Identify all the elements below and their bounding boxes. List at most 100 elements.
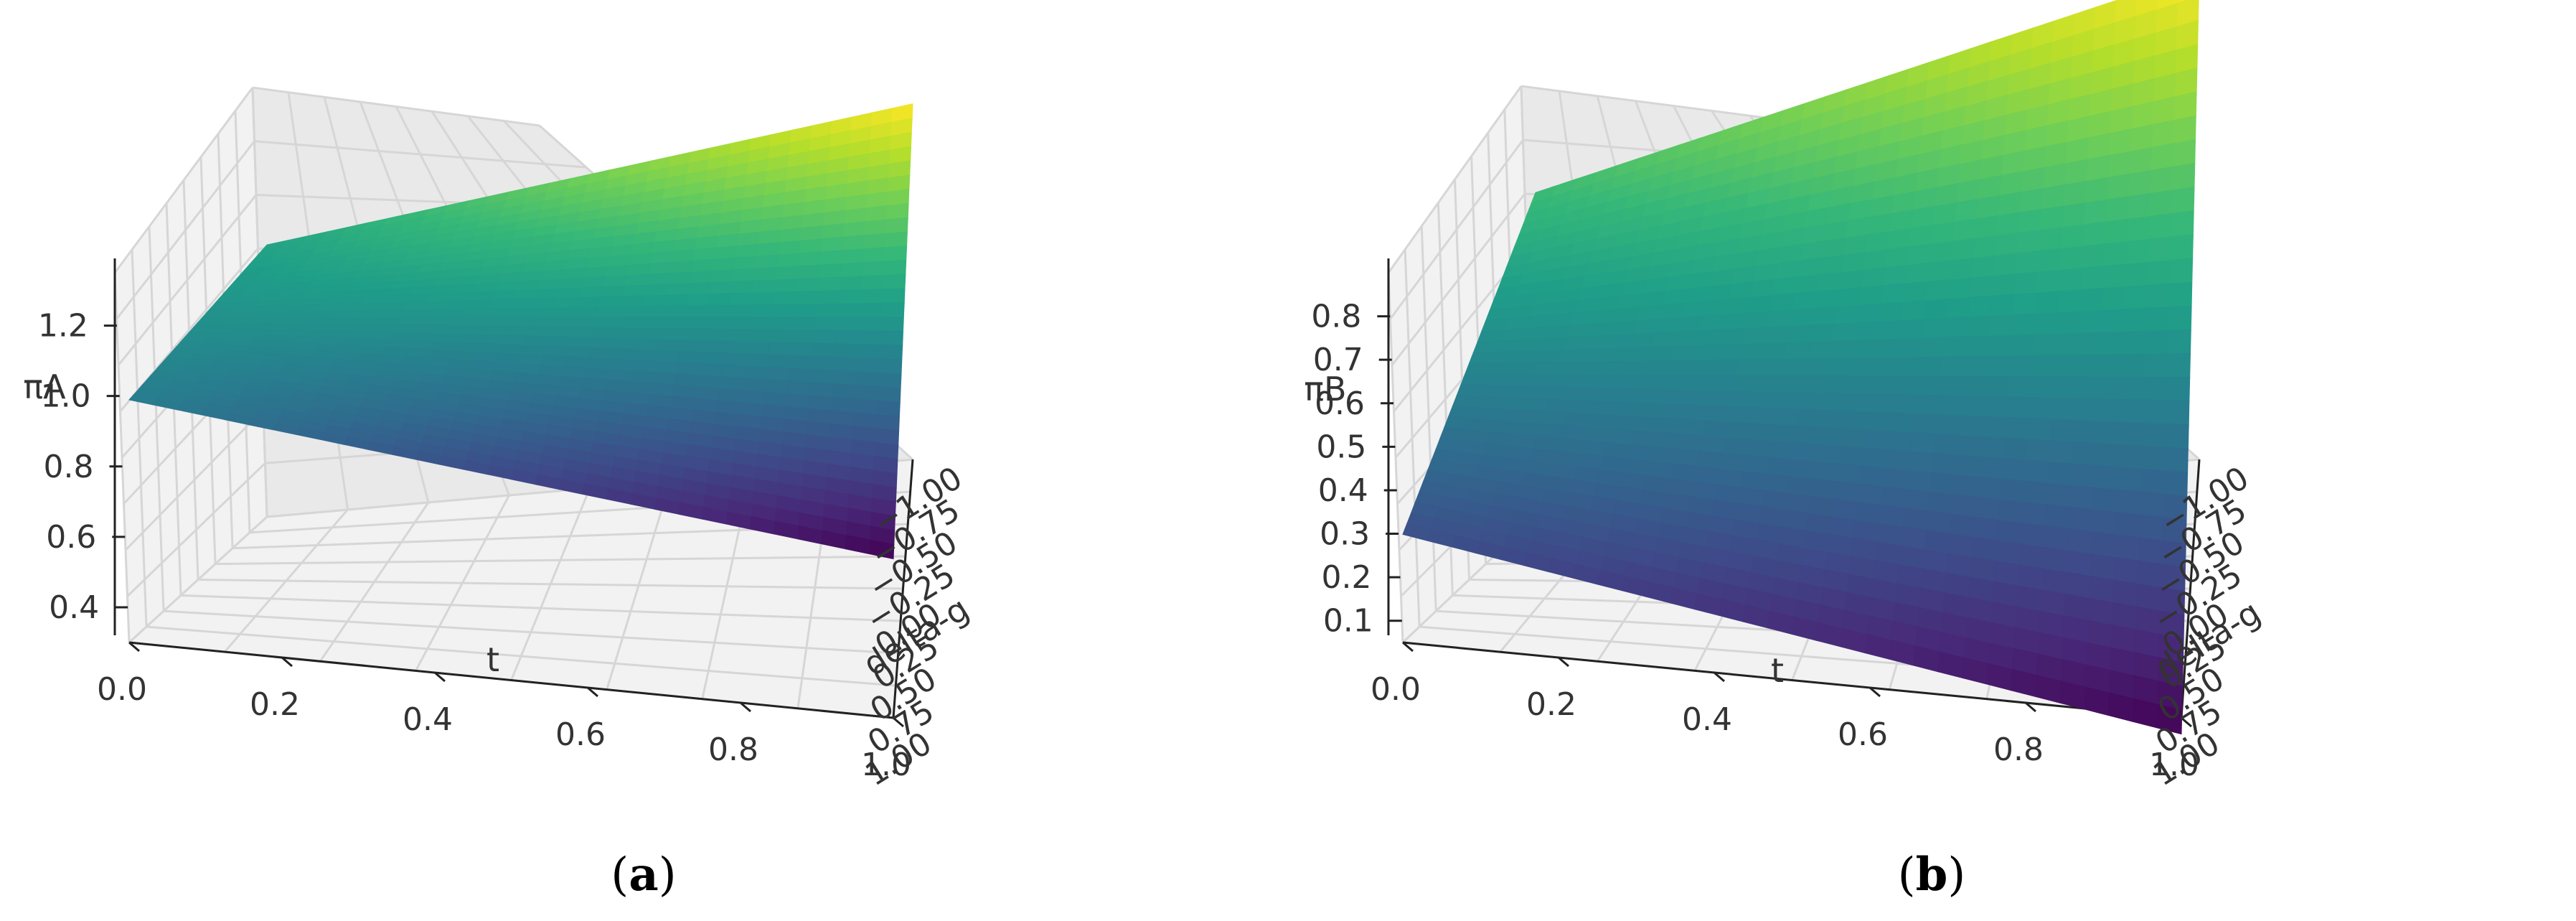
surface-patch [1851,339,1878,359]
surface-patch [1617,293,1645,310]
surface-patch [701,340,726,354]
back-wall-gridline [252,86,540,127]
surface-patch [431,341,457,352]
surface-patch [1901,300,1927,322]
surface-patch [2102,263,2127,289]
surface-patch [289,310,316,318]
x-tick-label: 0.6 [1838,716,1888,753]
surface-patch [1739,342,1766,360]
delta-g-axis-line [2180,459,2201,719]
surface-patch [640,306,665,318]
surface-patch [748,317,773,330]
surface-patch [2115,512,2140,538]
surface-patch [656,339,682,352]
surface-patch [2092,487,2118,513]
surface-patch [1632,416,1660,434]
surface-patch [1751,407,1777,426]
surface-patch [883,259,907,276]
surface-patch [1814,289,1840,309]
surface-patch [746,341,771,355]
x-tick-label: 0.0 [1371,671,1421,708]
surface-patch [609,347,636,361]
surface-patch [1818,426,1844,447]
surface-patch [2150,143,2175,171]
surface-patch [540,355,566,367]
surface-patch [2102,286,2126,312]
surface-patch [1815,444,1842,464]
surface-patch [1540,337,1568,351]
surface-patch [622,284,647,297]
surface-patch [1682,404,1709,421]
surface-patch [1843,411,1869,431]
caption-paren: ) [1947,848,1965,902]
surface-patch [326,323,353,332]
surface-patch [768,342,792,356]
surface-patch [666,283,690,296]
surface-patch [751,291,776,306]
surface-patch [1612,401,1640,418]
surface-patch [762,391,788,407]
surface-patch [2015,251,2040,275]
surface-patch [662,305,687,318]
surface-patch [2098,354,2123,378]
surface-patch [2034,291,2059,314]
surface-patch [766,354,791,369]
surface-patch [714,246,738,260]
surface-patch [1769,441,1795,460]
surface-patch [702,328,728,342]
surface-patch [607,254,632,268]
surface-patch [1482,373,1511,387]
surface-patch [2100,331,2125,355]
surface-patch [241,317,269,324]
surface-patch [1569,310,1597,326]
surface-patch [1772,276,1798,296]
surface-patch [2067,528,2093,555]
surface-patch [1668,360,1696,376]
surface-patch [446,300,472,310]
surface-patch [1996,212,2021,236]
z-tick-label: 1.0 [41,378,91,415]
surface-patch [498,272,523,284]
floor-gridline [510,487,591,681]
surface-patch [1722,312,1749,330]
surface-patch [2168,281,2193,308]
surface-patch [500,335,527,346]
surface-patch [2013,271,2039,295]
surface-patch [1764,325,1790,344]
surface-patch [2084,177,2109,204]
surface-patch [1809,323,1835,342]
axis-spines [113,258,914,719]
surface-patch [1904,489,1931,512]
surface-patch [1784,341,1810,360]
surface-patch [2005,396,2031,419]
surface-patch [671,248,696,263]
surface-patch [1831,322,1858,342]
surface-patch [1903,281,1928,303]
left-wall-gridline [1389,139,1524,320]
x-tick-mark [587,686,598,698]
caption-paren: ( [1898,848,1916,902]
surface-patch [281,323,309,331]
x-tick-label: 1.0 [2149,747,2199,783]
surface-patch [587,347,614,360]
surface-patch [1990,294,2015,317]
surface-patch [1952,474,1979,497]
surface-patch [2003,417,2029,440]
surface-patch [553,307,578,318]
surface-patch [859,302,883,318]
surface-patch [2080,266,2105,291]
surface-patch [1964,335,1990,357]
surface-patch [1741,327,1768,345]
surface-patch [1680,301,1708,318]
surface-patch [1731,391,1757,408]
surface-patch [2032,333,2057,357]
caption-letter: b [1916,848,1948,902]
surface-patch [2023,459,2050,484]
surface-patch [557,287,583,299]
surface-patch [2130,123,2154,152]
surface-patch [2061,224,2085,250]
surface-patch [475,342,502,354]
surface-patch [495,352,522,364]
surface-patch [1978,456,2003,480]
surface-patch [1998,191,2023,216]
